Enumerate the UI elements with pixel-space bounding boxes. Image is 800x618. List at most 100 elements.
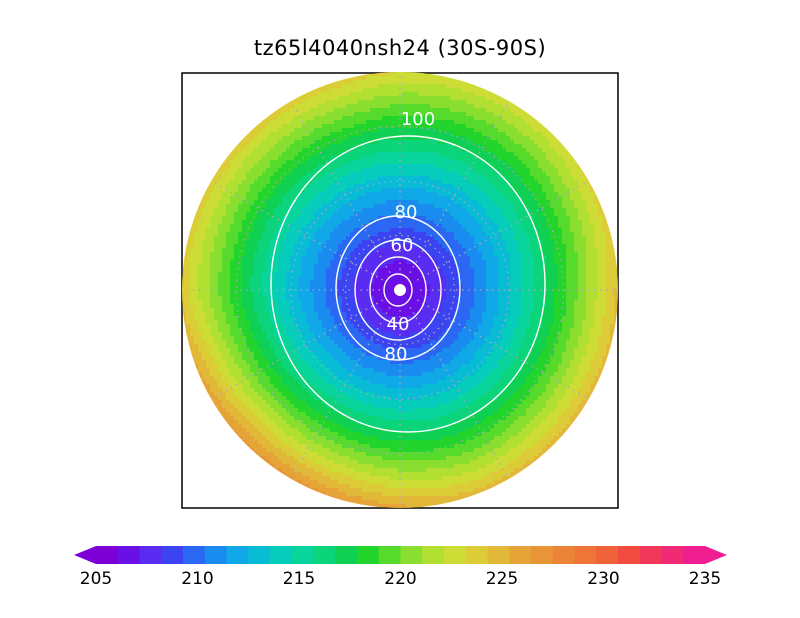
field-cell — [458, 276, 463, 281]
field-cell — [470, 176, 475, 181]
field-cell — [318, 108, 323, 113]
field-cell — [202, 268, 207, 273]
field-cell — [510, 224, 515, 229]
field-cell — [522, 136, 527, 141]
field-cell — [574, 260, 579, 265]
field-cell — [294, 144, 299, 149]
field-cell — [558, 184, 563, 189]
field-cell — [250, 292, 255, 297]
field-cell — [594, 264, 599, 269]
field-cell — [262, 152, 267, 157]
field-cell — [526, 256, 531, 261]
field-cell — [346, 256, 351, 261]
field-cell — [286, 176, 291, 181]
field-cell — [254, 272, 259, 277]
field-cell — [266, 252, 271, 257]
field-cell — [582, 264, 587, 269]
field-cell — [402, 180, 407, 185]
field-cell — [494, 88, 499, 93]
field-cell — [294, 112, 299, 117]
field-cell — [518, 284, 523, 289]
field-cell — [442, 264, 447, 269]
field-cell — [366, 284, 371, 289]
field-cell — [458, 144, 463, 149]
field-cell — [198, 288, 203, 293]
field-cell — [386, 80, 391, 85]
field-cell — [566, 252, 571, 257]
field-cell — [394, 132, 399, 137]
field-cell — [538, 268, 543, 273]
field-cell — [194, 272, 199, 277]
field-cell — [270, 128, 275, 133]
field-cell — [318, 216, 323, 221]
field-cell — [382, 132, 387, 137]
field-cell — [274, 144, 279, 149]
field-cell — [230, 212, 235, 217]
field-cell — [346, 104, 351, 109]
field-cell — [598, 200, 603, 205]
field-cell — [414, 204, 419, 209]
field-cell — [370, 240, 375, 245]
field-cell — [486, 212, 491, 217]
field-cell — [502, 180, 507, 185]
field-cell — [226, 196, 231, 201]
field-cell — [510, 228, 515, 233]
field-cell — [210, 224, 215, 229]
field-cell — [574, 188, 579, 193]
field-cell — [394, 212, 399, 217]
field-cell — [366, 148, 371, 153]
field-cell — [442, 124, 447, 129]
field-cell — [334, 184, 339, 189]
field-cell — [514, 292, 519, 297]
field-cell — [306, 228, 311, 233]
field-cell — [486, 240, 491, 245]
field-cell — [526, 112, 531, 117]
field-cell — [278, 264, 283, 269]
field-cell — [442, 268, 447, 273]
field-cell — [534, 284, 539, 289]
field-cell — [338, 156, 343, 161]
field-cell — [422, 232, 427, 237]
field-cell — [518, 132, 523, 137]
field-cell — [406, 92, 411, 97]
field-cell — [454, 92, 459, 97]
field-cell — [362, 88, 367, 93]
field-cell — [358, 120, 363, 125]
field-cell — [450, 264, 455, 269]
field-cell — [354, 172, 359, 177]
field-cell — [266, 216, 271, 221]
field-cell — [314, 200, 319, 205]
field-cell — [446, 160, 451, 165]
field-cell — [458, 236, 463, 241]
field-cell — [194, 232, 199, 237]
field-cell — [218, 280, 223, 285]
field-cell — [530, 208, 535, 213]
field-cell — [518, 288, 523, 293]
field-cell — [418, 196, 423, 201]
field-cell — [550, 276, 555, 281]
field-cell — [606, 280, 611, 285]
field-cell — [238, 264, 243, 269]
field-cell — [510, 184, 515, 189]
field-cell — [518, 184, 523, 189]
field-cell — [310, 108, 315, 113]
field-cell — [342, 176, 347, 181]
field-cell — [606, 224, 611, 229]
field-cell — [242, 160, 247, 165]
field-cell — [234, 208, 239, 213]
field-cell — [258, 244, 263, 249]
field-cell — [262, 176, 267, 181]
field-cell — [266, 176, 271, 181]
field-cell — [534, 124, 539, 129]
field-cell — [534, 120, 539, 125]
field-cell — [298, 248, 303, 253]
field-cell — [266, 240, 271, 245]
field-cell — [338, 164, 343, 169]
field-cell — [294, 212, 299, 217]
field-cell — [426, 188, 431, 193]
field-cell — [370, 80, 375, 85]
field-cell — [302, 252, 307, 257]
field-cell — [494, 136, 499, 141]
field-cell — [330, 132, 335, 137]
field-cell — [406, 164, 411, 169]
